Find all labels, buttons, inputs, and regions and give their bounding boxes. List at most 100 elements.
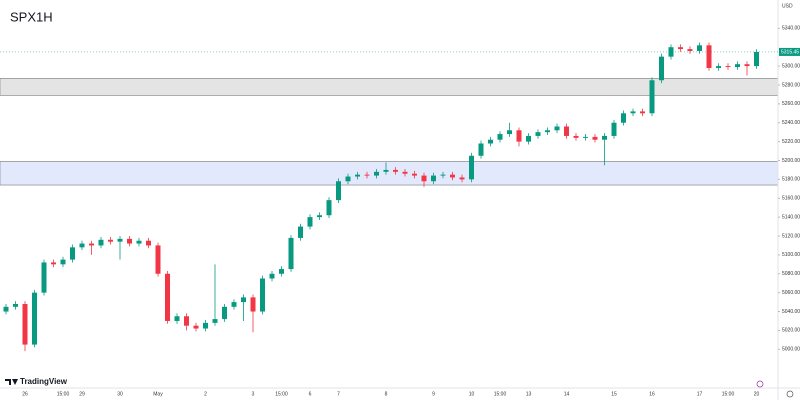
y-tick-label: 5160.00 (782, 196, 800, 202)
y-tick-label: 5020.00 (782, 328, 800, 334)
candle-body (355, 174, 360, 177)
candle-body (469, 155, 474, 180)
candle-body (98, 239, 104, 246)
y-tick-label: 5060.00 (782, 290, 800, 296)
candle-body (554, 126, 560, 131)
candle-body (545, 130, 550, 133)
y-tick-label: 5040.00 (782, 309, 800, 315)
candle-body (317, 215, 322, 218)
currency: USD (782, 3, 793, 9)
candle-body (507, 130, 512, 135)
candle-body (678, 47, 683, 50)
tradingview-logo: TradingView (5, 377, 68, 386)
candle-body (108, 239, 113, 242)
candle-body (621, 113, 626, 123)
x-tick-label: 15 (611, 391, 617, 397)
last-price-label: 5315.45 (781, 49, 799, 55)
y-tick-label: 5220.00 (782, 139, 800, 145)
y-tick-label: 5180.00 (782, 177, 800, 183)
candle-body (288, 237, 294, 270)
candle-body (155, 245, 161, 274)
y-tick-label: 5120.00 (782, 233, 800, 239)
y-tick-label: 5000.00 (782, 347, 800, 353)
x-tick-label: 9 (432, 391, 435, 397)
x-tick-label: 16 (649, 391, 655, 397)
y-tick-label: 5240.00 (782, 120, 800, 126)
chart-title: SPX1H (10, 9, 53, 24)
candle-body (117, 238, 123, 242)
candle-body (193, 325, 199, 329)
candle-body (60, 259, 66, 265)
x-tick-label: 30 (117, 391, 123, 397)
candle-body (336, 181, 341, 201)
candle-body (22, 303, 28, 345)
candle-body (488, 139, 493, 144)
candle-body (459, 177, 465, 180)
candle-body (649, 80, 655, 114)
candle-body (326, 200, 332, 216)
candle-body (687, 49, 693, 51)
candle-body (174, 316, 180, 321)
x-tick-label: 14 (564, 391, 570, 397)
settings-button[interactable] (786, 390, 794, 398)
candle-body (573, 135, 579, 138)
y-tick-label: 5080.00 (782, 271, 800, 277)
candle-body (260, 278, 265, 312)
candle-body (583, 136, 588, 138)
candle-body (725, 66, 731, 68)
candle-body (611, 122, 617, 136)
y-tick-label: 5280.00 (782, 82, 800, 88)
candle-body (421, 175, 427, 182)
candle-body (402, 171, 408, 174)
y-tick-label: 5100.00 (782, 252, 800, 258)
candle-body (450, 174, 455, 178)
y-tick-label: 5260.00 (782, 101, 800, 107)
candle-body (136, 240, 142, 244)
candle-body (70, 247, 75, 260)
x-tick-label: 2 (204, 391, 207, 397)
zone (0, 161, 779, 186)
candle-body (203, 322, 208, 329)
candle-body (79, 243, 85, 248)
candle-body (602, 135, 607, 140)
candle-body (279, 269, 284, 274)
y-tick-label: 5140.00 (782, 214, 800, 220)
candle-body (146, 240, 151, 246)
candle-body (51, 262, 56, 265)
candle-body (298, 226, 303, 238)
candle-body (592, 136, 598, 140)
zones (0, 78, 779, 186)
logo-text: TradingView (20, 377, 68, 386)
candle-body (412, 173, 417, 176)
candle-body (364, 174, 370, 176)
candle-body (269, 273, 275, 279)
candle-body (706, 45, 712, 68)
last-price-box (779, 47, 800, 56)
candle-body (697, 45, 702, 51)
event-marker[interactable] (756, 380, 764, 388)
x-tick-label: 3 (252, 391, 255, 397)
x-tick-label: 15:00 (494, 391, 507, 397)
x-tick-label: 15:00 (275, 391, 288, 397)
candle-body (497, 134, 503, 140)
x-tick-label: 13 (526, 391, 532, 397)
x-tick-label: 26 (22, 391, 28, 397)
candle-body (165, 273, 170, 321)
candle-body (241, 297, 246, 303)
candle-body (13, 303, 18, 307)
x-tick-label: 15:00 (722, 391, 735, 397)
candle-body (393, 169, 398, 172)
candle-body (89, 243, 94, 246)
x-tick-label: 10 (469, 391, 475, 397)
candle-body (440, 174, 446, 176)
candle-body (659, 56, 664, 81)
x-tick-label: May (153, 391, 163, 397)
candle-body (127, 238, 132, 244)
x-tick-label: 15:00 (57, 391, 70, 397)
x-tick-label: 20 (754, 391, 760, 397)
x-tick-label: 29 (79, 391, 85, 397)
candle-body (307, 217, 313, 227)
candle-body (231, 302, 237, 307)
candle-body (535, 132, 541, 136)
